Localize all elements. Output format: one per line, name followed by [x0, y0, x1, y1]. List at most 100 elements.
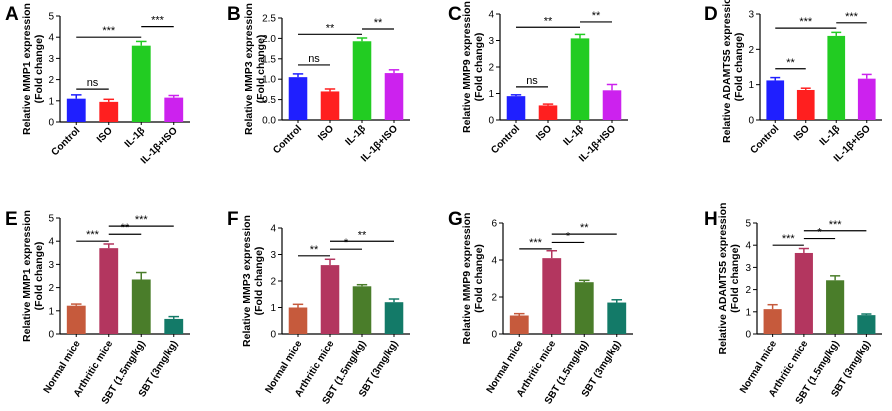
y-tick-label: 2.5 — [262, 14, 276, 25]
category-label: Control — [49, 125, 82, 158]
significance-label: *** — [135, 214, 149, 226]
panel-letter: F — [227, 209, 239, 230]
y-axis-label: Relative MMP1 expression(Fold change) — [21, 210, 45, 342]
y-tick-label: 0.5 — [262, 95, 276, 106]
bar — [288, 307, 308, 334]
bar — [66, 98, 86, 122]
bar — [384, 73, 404, 120]
significance-label: ** — [580, 222, 589, 234]
y-tick-label: 2 — [48, 283, 54, 294]
y-axis-label: Relative MMP9 expression(Fold change) — [461, 213, 485, 345]
significance-label: ** — [786, 57, 795, 69]
bar — [607, 302, 627, 334]
category-label: Control — [271, 123, 304, 156]
y-tick-label: 1.0 — [262, 75, 276, 86]
bar — [857, 78, 876, 120]
y-axis-label: Relative MMP3 expression(Fold change) — [241, 215, 265, 347]
bar — [570, 38, 590, 120]
y-tick-label: 2 — [748, 45, 754, 56]
y-tick-label: 0 — [270, 330, 276, 341]
y-tick-label: 3 — [745, 263, 751, 274]
bar — [602, 90, 622, 120]
category-label: ISO — [95, 125, 115, 145]
panel-b: B Relative MMP3 expression(Fold change)0.… — [227, 3, 410, 164]
significance-label: ** — [592, 10, 601, 22]
y-tick-label: 0 — [488, 116, 494, 127]
significance-label: *** — [845, 11, 859, 23]
significance-label: *** — [86, 229, 100, 241]
panel-letter: E — [5, 209, 18, 230]
y-axis-label: Relative MMP1 expression(Fold change) — [21, 3, 45, 135]
category-label: IL-1β — [343, 123, 368, 148]
panel-letter: H — [704, 209, 718, 230]
y-axis-label-line: (Fold change) — [255, 35, 267, 104]
y-tick-label: 3 — [270, 250, 276, 261]
bar — [763, 309, 782, 334]
significance-label: * — [566, 230, 571, 242]
y-axis-label: Relative MMP9 expression(Fold change) — [461, 1, 485, 133]
y-axis-label: Relative MMP3 expression(Fold change) — [243, 3, 267, 135]
y-tick-label: 5 — [48, 214, 54, 225]
panel-letter: B — [227, 4, 241, 25]
bar — [320, 91, 340, 120]
significance-label: ns — [87, 77, 99, 89]
y-tick-label: 2 — [745, 285, 751, 296]
significance-label: *** — [829, 219, 843, 231]
y-axis-label-line: Relative MMP1 expression — [21, 210, 33, 342]
bar — [99, 248, 119, 334]
y-tick-label: 4 — [488, 10, 494, 21]
bar — [131, 45, 151, 122]
significance-label: ** — [358, 229, 367, 241]
bar — [766, 80, 785, 120]
bar — [164, 97, 184, 122]
y-axis-label-line: (Fold change) — [473, 244, 485, 313]
significance-label: ** — [544, 15, 553, 27]
category-label: ISO — [316, 123, 336, 143]
significance-label: ** — [310, 244, 319, 256]
y-axis-label-line: Relative MMP3 expression — [241, 215, 253, 347]
category-label: IL-1β — [561, 123, 586, 148]
y-axis-label-line: Relative MMP9 expression — [461, 1, 473, 133]
bar — [164, 318, 184, 334]
bar — [352, 41, 372, 121]
panel-c: C Relative MMP9 expression(Fold change)01… — [448, 1, 628, 164]
bar — [506, 96, 526, 120]
category-label: Control — [748, 123, 781, 156]
significance-label: ns — [308, 53, 320, 65]
y-tick-label: 2 — [491, 293, 497, 304]
panel-letter: D — [704, 4, 718, 25]
bar — [826, 280, 845, 334]
bar — [542, 258, 562, 334]
y-axis-label-line: Relative MMP3 expression — [243, 3, 255, 135]
y-tick-label: 4 — [270, 224, 276, 235]
y-axis-label-line: Relative ADAMTS5 expression — [717, 203, 729, 355]
panel-e: E Relative MMP1 expression(Fold change)01… — [5, 209, 190, 406]
panel-letter: G — [448, 209, 463, 230]
significance-label: * — [344, 237, 349, 249]
category-label: ISO — [534, 123, 554, 143]
panel-letter: C — [448, 4, 462, 25]
significance-label: * — [817, 227, 822, 239]
y-axis-label-line: (Fold change) — [473, 33, 485, 102]
y-axis-label: Relative ADAMTS5 expression(Fold change) — [721, 0, 745, 143]
significance-label: ** — [374, 17, 383, 29]
y-tick-label: 4 — [48, 33, 54, 44]
y-axis-label-line: (Fold change) — [33, 35, 45, 104]
y-axis-label-line: (Fold change) — [33, 242, 45, 311]
bar — [131, 279, 151, 334]
y-axis-label-line: Relative MMP9 expression — [461, 213, 473, 345]
significance-label: *** — [529, 237, 543, 249]
y-tick-label: 5 — [745, 219, 751, 230]
y-tick-label: 0 — [745, 330, 751, 341]
bar — [509, 315, 529, 334]
y-tick-label: 1 — [48, 306, 54, 317]
bar — [574, 282, 594, 334]
y-tick-label: 4 — [745, 241, 751, 252]
y-axis-label-line: (Fold change) — [733, 33, 745, 102]
bar — [857, 315, 876, 334]
significance-label: *** — [782, 233, 796, 245]
y-tick-label: 2.0 — [262, 34, 276, 45]
y-tick-label: 6 — [491, 219, 497, 230]
y-tick-label: 1 — [745, 307, 751, 318]
